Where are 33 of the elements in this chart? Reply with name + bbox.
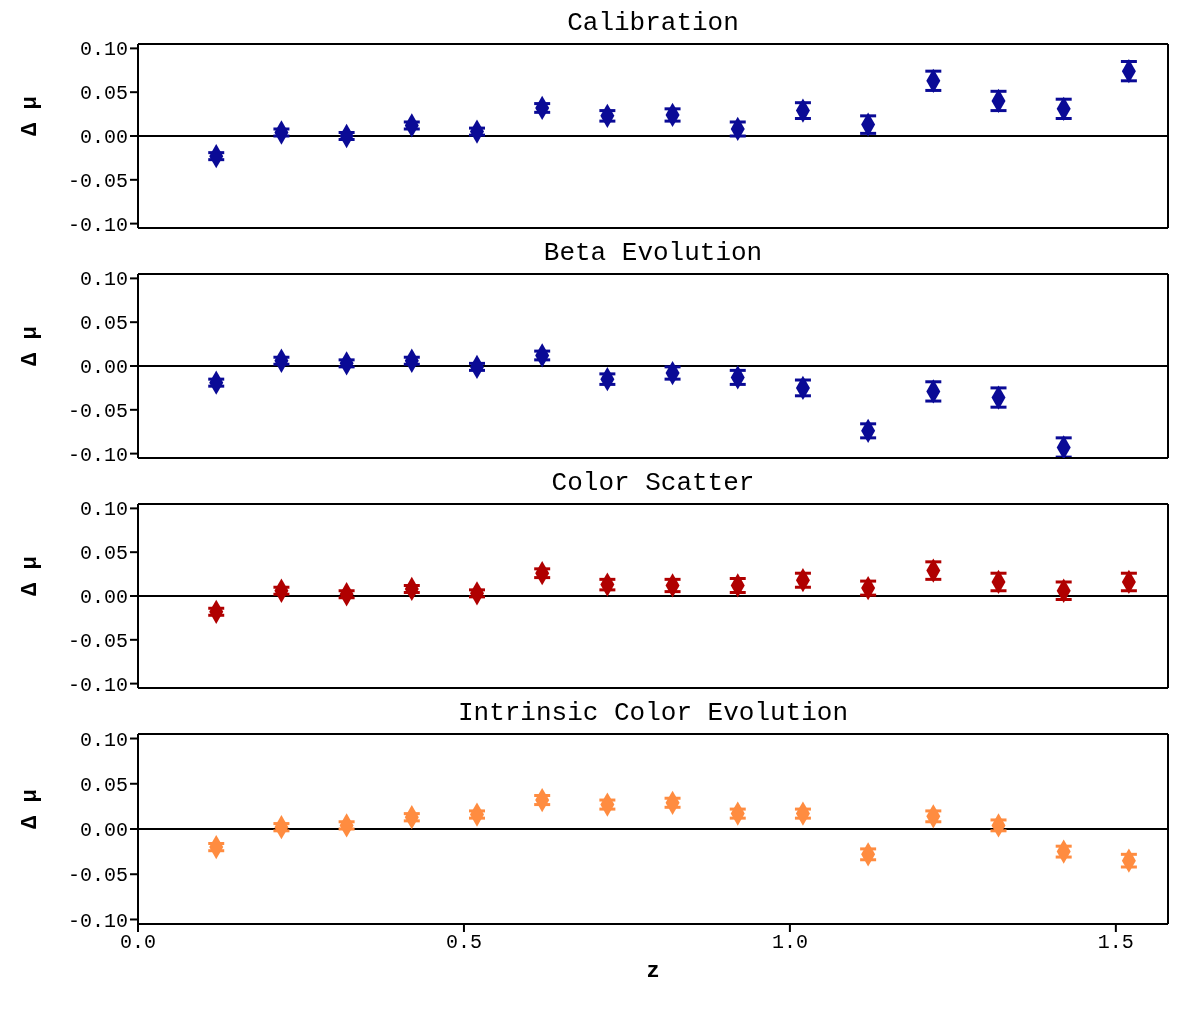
y-tick-label: -0.05 [67,169,128,193]
x-tick-label: 1.5 [1097,931,1134,955]
y-tick-label: 0.05 [79,773,128,797]
y-tick-label: 0.00 [79,356,128,380]
x-tick-label: 0.0 [119,931,157,955]
x-axis-title: z [646,959,660,984]
y-tick-label: 0.05 [79,82,128,106]
y-tick-label: -0.10 [67,909,128,933]
chart-title: Beta Evolution [542,238,764,268]
y-tick-label: 0.10 [79,728,128,752]
x-tick-label: 1.0 [771,931,808,955]
y-tick-label: 0.10 [79,498,128,522]
y-tick-label: 0.05 [79,542,128,566]
x-tick-label: 0.5 [445,931,482,955]
y-tick-label: -0.10 [67,443,128,467]
y-axis-title: Δ μ [17,326,43,366]
y-axis-title: Δ μ [17,96,43,136]
chart-title: Intrinsic Color Evolution [456,698,850,728]
y-tick-label: -0.10 [67,673,128,697]
y-tick-label: 0.10 [79,38,128,62]
chart-title: Color Scatter [550,468,756,498]
y-tick-label: 0.00 [79,126,128,150]
y-tick-label: -0.10 [67,213,128,237]
y-tick-label: -0.05 [67,864,128,888]
y-axis-title: Δ μ [17,789,43,829]
chart-title: Calibration [566,8,740,38]
y-tick-label: 0.05 [79,312,128,336]
y-tick-label: -0.05 [67,629,128,653]
y-tick-label: 0.00 [79,586,128,610]
y-axis-title: Δ μ [17,556,43,596]
y-tick-label: 0.00 [79,819,128,843]
y-tick-label: -0.05 [67,399,128,423]
y-tick-label: 0.10 [79,268,128,292]
